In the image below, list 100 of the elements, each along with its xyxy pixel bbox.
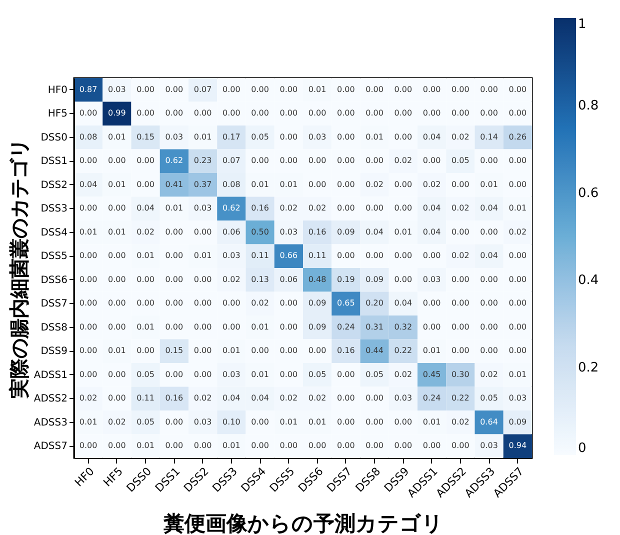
data-label: 0.00: [194, 274, 212, 284]
data-label: 0.99: [108, 108, 126, 118]
data-label: 0.02: [251, 298, 269, 308]
data-label: 0.00: [280, 84, 298, 94]
data-label: 0.00: [251, 441, 269, 450]
data-label: 0.00: [280, 298, 298, 308]
data-label: 0.00: [337, 132, 355, 142]
data-label: 0.00: [108, 156, 126, 166]
data-label: 0.00: [394, 417, 412, 426]
data-label: 0.05: [251, 132, 269, 142]
data-label: 0.02: [508, 227, 527, 236]
data-label: 0.65: [337, 298, 355, 308]
data-label: 0.01: [508, 204, 527, 213]
data-label: 0.01: [222, 346, 240, 356]
data-label: 0.09: [508, 417, 527, 426]
data-label: 0.00: [422, 441, 441, 450]
data-label: 0.00: [136, 346, 154, 356]
data-label: 0.00: [337, 251, 355, 260]
data-label: 0.05: [136, 370, 154, 379]
data-label: 0.00: [337, 417, 355, 426]
data-label: 0.00: [480, 108, 498, 118]
data-label: 0.00: [79, 108, 98, 118]
data-label: 0.00: [394, 274, 412, 284]
y-tick-label: DSS5: [40, 251, 68, 262]
data-label: 0.00: [136, 274, 154, 284]
data-label: 0.01: [280, 417, 298, 426]
data-label: 0.00: [508, 108, 527, 118]
y-tick-label: DSS1: [40, 156, 68, 168]
data-label: 0.09: [366, 274, 384, 284]
data-label: 0.04: [366, 227, 384, 236]
data-label: 0.00: [251, 108, 269, 118]
data-label: 0.00: [337, 441, 355, 450]
data-label: 0.05: [452, 156, 470, 166]
data-label: 0.16: [165, 394, 184, 403]
data-label: 0.00: [366, 251, 384, 260]
data-label: 0.44: [366, 346, 384, 356]
data-label: 0.03: [308, 132, 326, 142]
data-label: 0.00: [79, 274, 98, 284]
data-label: 0.04: [422, 204, 441, 213]
data-label: 0.00: [251, 156, 269, 166]
data-label: 0.00: [422, 108, 441, 118]
data-label: 0.14: [480, 132, 498, 142]
data-label: 0.02: [280, 204, 298, 213]
data-label: 0.00: [194, 108, 212, 118]
y-tick-label: DSS8: [40, 322, 68, 334]
data-label: 0.01: [79, 417, 98, 426]
data-label: 0.00: [79, 156, 98, 166]
data-label: 0.00: [366, 84, 384, 94]
data-label: 0.00: [394, 441, 412, 450]
data-label: 0.00: [422, 156, 441, 166]
data-label: 0.00: [165, 274, 184, 284]
data-label: 0.09: [337, 227, 355, 236]
data-label: 0.04: [136, 204, 154, 213]
data-label: 0.00: [308, 441, 326, 450]
data-label: 0.00: [452, 180, 470, 189]
data-label: 0.09: [308, 322, 326, 332]
data-label: 0.02: [452, 251, 470, 260]
data-label: 0.41: [165, 180, 184, 189]
data-label: 0.02: [108, 417, 126, 426]
data-label: 0.00: [337, 204, 355, 213]
data-label: 0.00: [79, 251, 98, 260]
data-label: 0.05: [480, 394, 498, 403]
data-label: 0.06: [222, 227, 240, 236]
data-label: 0.00: [337, 370, 355, 379]
data-label: 0.00: [222, 298, 240, 308]
data-label: 0.09: [308, 298, 326, 308]
y-tick-label: ADSS1: [34, 370, 68, 381]
data-label: 0.01: [108, 227, 126, 236]
data-label: 0.15: [136, 132, 154, 142]
data-label: 0.32: [394, 322, 412, 332]
data-label: 0.00: [108, 274, 126, 284]
data-label: 0.01: [422, 346, 441, 356]
data-label: 0.00: [394, 204, 412, 213]
data-label: 0.01: [394, 227, 412, 236]
data-label: 0.00: [108, 370, 126, 379]
data-label: 0.02: [194, 394, 212, 403]
data-label: 0.02: [394, 156, 412, 166]
data-label: 0.00: [79, 346, 98, 356]
data-label: 0.00: [508, 180, 527, 189]
data-label: 0.00: [194, 298, 212, 308]
data-label: 0.37: [194, 180, 212, 189]
data-label: 0.00: [194, 227, 212, 236]
data-label: 0.00: [194, 441, 212, 450]
data-label: 0.00: [480, 156, 498, 166]
data-label: 0.62: [165, 156, 184, 166]
data-label: 0.00: [222, 322, 240, 332]
data-label: 0.48: [308, 274, 326, 284]
data-label: 0.11: [251, 251, 269, 260]
data-label: 0.03: [165, 132, 184, 142]
data-label: 0.01: [251, 370, 269, 379]
data-label: 0.01: [165, 204, 184, 213]
y-tick-label: DSS3: [40, 204, 68, 215]
data-label: 0.03: [194, 204, 212, 213]
data-label: 0.00: [251, 417, 269, 426]
data-label: 0.00: [452, 274, 470, 284]
data-label: 0.00: [508, 251, 527, 260]
data-label: 0.00: [452, 84, 470, 94]
data-label: 0.00: [280, 156, 298, 166]
data-label: 0.00: [366, 204, 384, 213]
data-label: 0.00: [422, 322, 441, 332]
